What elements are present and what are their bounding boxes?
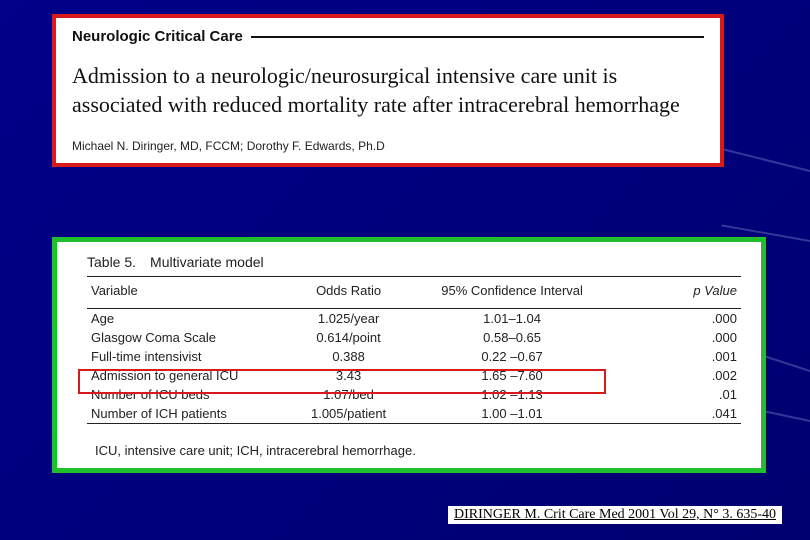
- decorative-streak: [722, 148, 810, 172]
- col-header-variable: Variable: [87, 277, 283, 309]
- table-cell: Number of ICU beds: [87, 385, 283, 404]
- table-cell: Number of ICH patients: [87, 404, 283, 424]
- col-header-ci: 95% Confidence Interval: [414, 277, 610, 309]
- journal-section-row: Neurologic Critical Care: [72, 28, 704, 45]
- table-body: Age1.025/year1.01–1.04.000Glasgow Coma S…: [87, 309, 741, 440]
- table-cell: 1.65 –7.60: [414, 366, 610, 385]
- col-header-odds-ratio: Odds Ratio: [283, 277, 414, 309]
- table-cell: Age: [87, 309, 283, 329]
- table-cell: Glasgow Coma Scale: [87, 328, 283, 347]
- table-row: Glasgow Coma Scale0.614/point0.58–0.65.0…: [87, 328, 741, 347]
- table-cell: .000: [610, 328, 741, 347]
- table-cell: Full-time intensivist: [87, 347, 283, 366]
- citation-footer: DIRINGER M. Crit Care Med 2001 Vol 29, N…: [448, 506, 782, 524]
- table-cell: 1.005/patient: [283, 404, 414, 424]
- table-cell: .000: [610, 309, 741, 329]
- table-cell: 1.00 –1.01: [414, 404, 610, 424]
- table-separator: [87, 424, 741, 440]
- table-row: Admission to general ICU3.431.65 –7.60.0…: [87, 366, 741, 385]
- table-cell: 1.02 –1.13: [414, 385, 610, 404]
- multivariate-table: Variable Odds Ratio 95% Confidence Inter…: [87, 276, 741, 439]
- table-row: Number of ICH patients1.005/patient1.00 …: [87, 404, 741, 424]
- col-header-pvalue: p Value: [610, 277, 741, 309]
- table-cell: 1.01–1.04: [414, 309, 610, 329]
- table-header-row: Variable Odds Ratio 95% Confidence Inter…: [87, 277, 741, 309]
- table-cell: 0.614/point: [283, 328, 414, 347]
- journal-section-rule: [251, 36, 704, 38]
- table-cell: 0.388: [283, 347, 414, 366]
- table-row: Number of ICU beds1.07/bed1.02 –1.13.01: [87, 385, 741, 404]
- article-title: Admission to a neurologic/neurosurgical …: [72, 61, 704, 119]
- table-cell: 1.07/bed: [283, 385, 414, 404]
- table-footnote: ICU, intensive care unit; ICH, intracere…: [87, 439, 741, 458]
- slide-canvas: Neurologic Critical Care Admission to a …: [0, 0, 810, 540]
- table-cell: .001: [610, 347, 741, 366]
- table-cell: 3.43: [283, 366, 414, 385]
- table-cell: .041: [610, 404, 741, 424]
- table-cell: .01: [610, 385, 741, 404]
- results-table-panel: Table 5. Multivariate model Variable Odd…: [52, 237, 766, 473]
- table-cell: 0.58–0.65: [414, 328, 610, 347]
- table-caption: Table 5. Multivariate model: [87, 254, 741, 276]
- table-cell: 1.025/year: [283, 309, 414, 329]
- table-row: Age1.025/year1.01–1.04.000: [87, 309, 741, 329]
- article-header-panel: Neurologic Critical Care Admission to a …: [52, 14, 724, 167]
- article-authors: Michael N. Diringer, MD, FCCM; Dorothy F…: [72, 139, 704, 153]
- table-cell: .002: [610, 366, 741, 385]
- table-cell: 0.22 –0.67: [414, 347, 610, 366]
- table-row: Full-time intensivist0.3880.22 –0.67.001: [87, 347, 741, 366]
- journal-section-label: Neurologic Critical Care: [72, 28, 243, 45]
- table-cell: Admission to general ICU: [87, 366, 283, 385]
